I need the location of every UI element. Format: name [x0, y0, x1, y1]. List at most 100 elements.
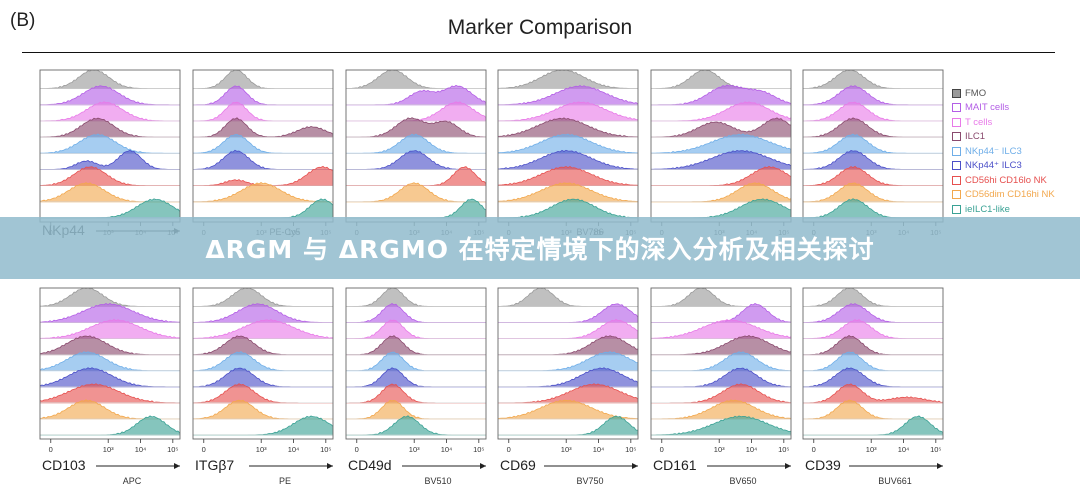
histogram-series — [498, 133, 638, 154]
panel-frame — [650, 287, 792, 440]
marker-label: CD49d — [348, 457, 392, 473]
tick-label: 0 — [49, 445, 53, 454]
histogram-panel: 010³10⁴10⁵PE-Cy5 — [192, 69, 334, 237]
tick-label: 10⁵ — [167, 445, 178, 454]
histogram-series — [651, 288, 791, 307]
histogram-series — [498, 165, 638, 186]
legend-swatch — [952, 175, 961, 185]
histogram-series — [498, 117, 638, 138]
histogram-series — [193, 182, 333, 203]
legend-item: MAIT cells — [952, 101, 1080, 116]
tick-label: 10⁴ — [441, 445, 453, 454]
histogram-curves — [803, 288, 943, 436]
tick-label: 0 — [812, 445, 816, 454]
tick-label: 10³ — [866, 445, 877, 454]
histogram-curves — [40, 70, 180, 219]
histogram-panel: 010³10⁴10⁵BV786 — [497, 69, 639, 237]
histogram-series — [498, 149, 638, 170]
legend-item: T cells — [952, 115, 1080, 130]
histogram-series — [40, 149, 180, 170]
histogram-series — [498, 70, 638, 89]
histogram-curves — [498, 70, 638, 219]
tick-label: 10³ — [256, 445, 267, 454]
legend-swatch — [952, 146, 961, 156]
panel-frame — [345, 287, 487, 440]
legend-label: T cells — [965, 116, 993, 128]
histogram-series — [193, 288, 333, 307]
histogram-series — [803, 288, 943, 307]
figure-title: Marker Comparison — [447, 16, 633, 39]
legend-label: ILC1 — [965, 131, 986, 143]
legend: FMO MAIT cells T cells ILC1 NKp44⁻ ILC3 NKp44… — [952, 86, 1080, 217]
histogram-panel: 0 10³ 10⁴ 10⁵ ITGβ7 PE — [192, 287, 334, 486]
panel-frame — [802, 287, 944, 440]
histogram-series — [498, 182, 638, 203]
histogram-series — [40, 302, 180, 323]
histogram-curves — [346, 288, 486, 436]
histogram-series — [346, 288, 486, 307]
histogram-panel: 0 10³ 10⁴ 10⁵ CD49d BV510 — [345, 287, 487, 486]
legend-swatch — [952, 117, 961, 127]
tick-label: 0 — [202, 445, 206, 454]
fluorochrome-label: BV510 — [424, 476, 451, 486]
histogram-series — [498, 101, 638, 122]
histogram-panel: 0 10³ 10⁴ 10⁵ CD39 BUV661 — [802, 287, 944, 486]
histogram-series — [803, 70, 943, 89]
tick-label: 0 — [355, 445, 359, 454]
fluorochrome-label: BV750 — [576, 476, 603, 486]
histogram-series — [193, 303, 333, 323]
histogram-curves — [346, 70, 486, 219]
legend-item: CD56hi CD16lo NK — [952, 173, 1080, 188]
legend-item: NKp44⁻ ILC3 — [952, 144, 1080, 159]
histogram-curves — [193, 70, 333, 219]
histogram-curves — [498, 288, 638, 436]
tick-label: 10⁴ — [746, 445, 758, 454]
marker-label: CD69 — [500, 457, 536, 473]
tick-label: 10⁵ — [625, 445, 636, 454]
fluorochrome-label: BV650 — [729, 476, 756, 486]
tick-label: 10⁵ — [778, 445, 789, 454]
legend-label: MAIT cells — [965, 102, 1010, 114]
panel-frame — [39, 287, 181, 440]
panel-frame — [497, 287, 639, 440]
tick-label: 10³ — [103, 445, 114, 454]
legend-item: ieILC1-like — [952, 202, 1080, 217]
arrow-head — [327, 463, 333, 469]
legend-label: FMO — [965, 87, 987, 99]
histogram-series — [193, 117, 333, 138]
tick-label: 10⁵ — [930, 445, 941, 454]
panel-label: (B) — [10, 10, 36, 31]
marker-label: CD103 — [42, 457, 86, 473]
marker-label: ITGβ7 — [195, 457, 234, 473]
histogram-curves — [193, 288, 333, 436]
fluorochrome-label: APC — [123, 476, 142, 486]
histogram-panel: 0 10³ 10⁴ 10⁵ CD161 BV650 — [650, 287, 792, 486]
legend-swatch — [952, 103, 961, 113]
histogram-series — [651, 399, 791, 420]
histogram-series — [803, 383, 943, 404]
tick-label: 0 — [660, 445, 664, 454]
histogram-series — [346, 117, 486, 138]
histogram-series — [193, 319, 333, 339]
histogram-series — [498, 85, 638, 106]
legend-swatch — [952, 88, 961, 98]
tick-label: 10³ — [561, 445, 572, 454]
tick-label: 10⁴ — [288, 445, 300, 454]
tick-label: 10⁴ — [593, 445, 605, 454]
histogram-series — [40, 318, 180, 339]
histogram-series — [40, 383, 180, 404]
legend-label: CD56hi CD16lo NK — [965, 174, 1047, 186]
legend-swatch — [952, 204, 961, 214]
tick-label: 10⁵ — [320, 445, 331, 454]
fluorochrome-label: BUV661 — [878, 476, 912, 486]
histogram-curves — [651, 288, 791, 436]
legend-swatch — [952, 190, 961, 200]
tick-label: 0 — [507, 445, 511, 454]
legend-item: FMO — [952, 86, 1080, 101]
tick-label: 10³ — [409, 445, 420, 454]
arrow-head — [174, 463, 180, 469]
